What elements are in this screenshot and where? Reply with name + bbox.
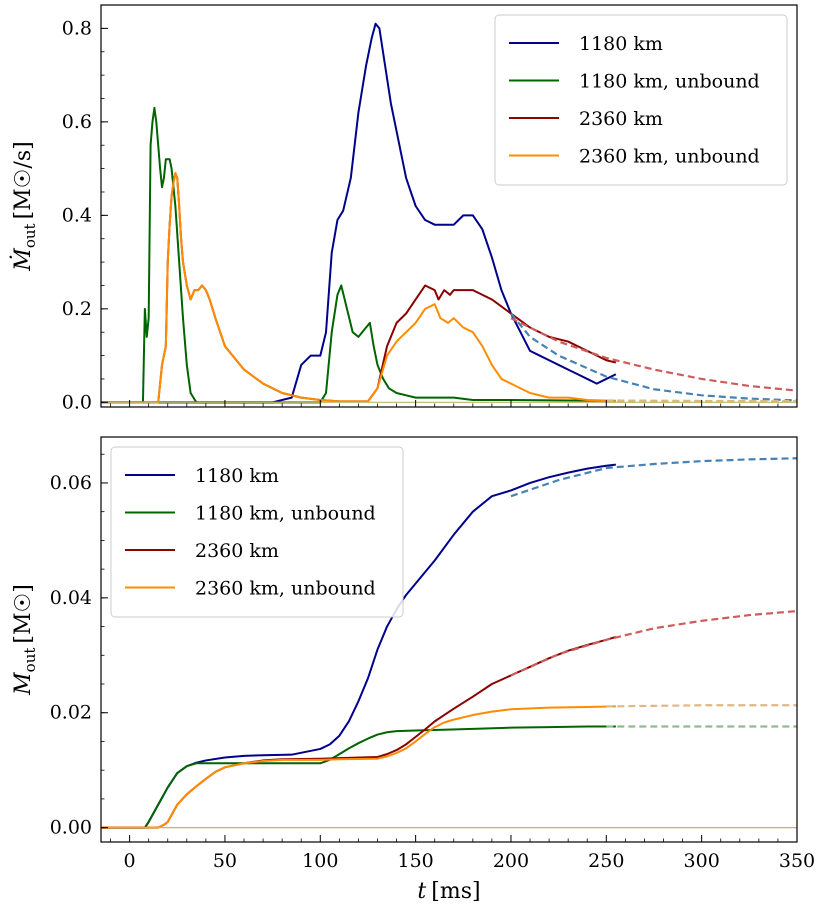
series-group bbox=[101, 22, 797, 404]
y-axis-label-sub: out bbox=[21, 648, 39, 673]
x-tick-label: 0 bbox=[124, 850, 136, 872]
bottom-panel: 0 50 100 150 200 250 300 350 0.00 0.02 0.04 0.06 Mou… bbox=[11, 436, 815, 904]
series-line-5 bbox=[510, 609, 797, 677]
x-tick-label: 150 bbox=[397, 850, 433, 872]
series-line-4 bbox=[510, 457, 797, 498]
y-tick-label: 0.8 bbox=[62, 17, 92, 39]
legend-entry: 2360 km bbox=[195, 540, 279, 562]
series-line-2 bbox=[101, 635, 617, 829]
x-axis-label: t [ms] bbox=[417, 879, 480, 904]
x-tick-label: 300 bbox=[684, 850, 720, 872]
series-group bbox=[101, 457, 797, 829]
y-axis-label: Mout [M☉] bbox=[11, 584, 39, 696]
legend-entry: 1180 km, unbound bbox=[195, 503, 376, 525]
legend-box bbox=[494, 14, 788, 186]
x-tick-label: 200 bbox=[493, 850, 529, 872]
y-axis-label-main: Ṁ bbox=[9, 248, 36, 272]
series-line-0 bbox=[101, 22, 617, 404]
x-axis-label-unit: [ms] bbox=[431, 879, 480, 904]
x-tick-label: 250 bbox=[588, 850, 624, 872]
legend: 1180 km 1180 km, unbound 2360 km 2360 km, u… bbox=[494, 14, 788, 186]
y-tick-label: 0.00 bbox=[50, 817, 92, 839]
top-panel: 0.0 0.2 0.4 0.6 0.8 Ṁout [M☉/s] 1180 km 1180 km,… bbox=[9, 4, 798, 413]
y-tick-label: 0.4 bbox=[62, 204, 92, 226]
y-tick-label: 0.02 bbox=[50, 702, 92, 724]
series-line-5 bbox=[510, 317, 797, 392]
y-axis-label-main: M bbox=[11, 672, 36, 696]
legend-entry: 1180 km bbox=[195, 465, 279, 487]
series-line-3 bbox=[101, 705, 616, 829]
x-tick-label: 100 bbox=[302, 850, 338, 872]
y-axis-label-unit: [M☉/s] bbox=[11, 141, 36, 219]
y-tick-label: 0.06 bbox=[50, 472, 92, 494]
axes-frame bbox=[100, 4, 798, 408]
y-tick-label: 0.0 bbox=[62, 391, 92, 413]
x-axis-label-main: t bbox=[417, 879, 426, 904]
legend-entry: 2360 km, unbound bbox=[579, 146, 760, 168]
legend-entry: 1180 km, unbound bbox=[579, 71, 760, 93]
x-tick-label: 350 bbox=[779, 850, 815, 872]
series-line-7 bbox=[606, 704, 797, 708]
series-line-4 bbox=[510, 312, 797, 402]
legend-box bbox=[110, 446, 404, 618]
legend-entry: 2360 km, unbound bbox=[195, 578, 376, 600]
y-tick-label: 0.6 bbox=[62, 111, 92, 133]
series-line-2 bbox=[101, 172, 617, 404]
y-tick-label: 0.2 bbox=[62, 298, 92, 320]
axes-frame bbox=[100, 436, 798, 843]
x-tick-label: 50 bbox=[213, 850, 237, 872]
legend: 1180 km 1180 km, unbound 2360 km 2360 km, u… bbox=[110, 446, 404, 618]
series-line-3 bbox=[101, 172, 616, 404]
legend-entry: 2360 km bbox=[579, 108, 663, 130]
y-axis-label-sub: out bbox=[21, 223, 39, 248]
y-axis-label-unit: [M☉] bbox=[11, 584, 36, 643]
y-axis-label: Ṁout [M☉/s] bbox=[9, 141, 39, 271]
legend-entry: 1180 km bbox=[579, 33, 663, 55]
y-tick-label: 0.04 bbox=[50, 587, 92, 609]
series-line-1 bbox=[101, 725, 616, 829]
